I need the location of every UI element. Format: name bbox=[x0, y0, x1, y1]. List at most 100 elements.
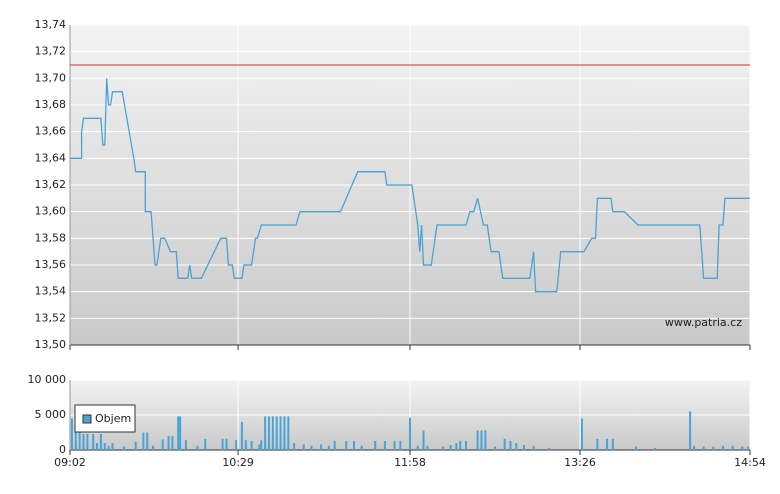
volume-bar bbox=[689, 411, 692, 450]
y-tick-label: 13,58 bbox=[35, 231, 67, 244]
y-tick-label: 13,50 bbox=[35, 338, 67, 351]
volume-bar bbox=[171, 436, 174, 450]
volume-bar bbox=[465, 440, 468, 450]
y-tick-label: 10 000 bbox=[28, 373, 67, 386]
watermark: www.patria.cz bbox=[665, 316, 742, 329]
volume-bar bbox=[177, 416, 180, 450]
x-tick-label: 11:58 bbox=[394, 456, 426, 469]
volume-bar bbox=[476, 430, 479, 450]
volume-bar bbox=[70, 418, 73, 450]
legend-box bbox=[74, 404, 136, 433]
volume-bar bbox=[494, 446, 496, 450]
y-tick-label: 13,66 bbox=[35, 125, 67, 138]
volume-bar bbox=[426, 445, 429, 450]
volume-bar bbox=[271, 416, 274, 450]
volume-bar bbox=[103, 443, 106, 450]
y-tick-label: 13,72 bbox=[35, 45, 67, 58]
y-tick-label: 13,60 bbox=[35, 205, 67, 218]
volume-bar bbox=[611, 438, 614, 450]
volume-bar bbox=[532, 445, 535, 450]
y-tick-label: 13,70 bbox=[35, 71, 67, 84]
volume-bar bbox=[721, 445, 724, 450]
volume-bar bbox=[74, 432, 77, 450]
volume-bar bbox=[548, 447, 551, 450]
volume-bar bbox=[692, 445, 695, 450]
volume-bar bbox=[146, 432, 149, 450]
volume-bar bbox=[515, 443, 518, 450]
volume-bar bbox=[258, 444, 261, 450]
volume-bar bbox=[606, 438, 609, 450]
price-line bbox=[70, 78, 750, 293]
volume-bar bbox=[712, 446, 715, 450]
volume-bar bbox=[455, 443, 458, 450]
volume-bar bbox=[449, 445, 452, 450]
volume-bar bbox=[244, 440, 247, 450]
x-tick-label: 09:02 bbox=[54, 456, 86, 469]
volume-bar bbox=[459, 440, 462, 450]
volume-bar bbox=[480, 430, 483, 450]
volume-bar bbox=[152, 445, 155, 450]
volume-bar bbox=[279, 416, 282, 450]
volume-bar bbox=[161, 439, 164, 450]
y-tick-label: 13,68 bbox=[35, 98, 67, 111]
legend-label: Objem bbox=[95, 412, 131, 425]
volume-bar bbox=[134, 441, 137, 450]
y-tick-label: 0 bbox=[59, 443, 66, 456]
volume-bar bbox=[374, 440, 377, 450]
volume-bar bbox=[310, 445, 313, 450]
volume-bar bbox=[142, 432, 145, 450]
volume-bar bbox=[107, 445, 110, 450]
volume-bar bbox=[235, 440, 238, 450]
volume-bar bbox=[287, 416, 290, 450]
volume-bar bbox=[484, 430, 487, 450]
volume-bar bbox=[441, 446, 444, 450]
volume-bar bbox=[416, 445, 419, 450]
volume-bar bbox=[509, 440, 512, 450]
y-tick-label: 13,56 bbox=[35, 258, 67, 271]
volume-bar bbox=[250, 440, 253, 450]
y-tick-label: 13,62 bbox=[35, 178, 67, 191]
volume-bar bbox=[221, 438, 224, 450]
volume-bar bbox=[422, 430, 425, 450]
volume-bar bbox=[283, 416, 286, 450]
volume-bar bbox=[320, 444, 323, 450]
volume-bar bbox=[167, 436, 170, 450]
volume-bar bbox=[82, 433, 85, 450]
volume-bar bbox=[86, 433, 89, 450]
volume-bar bbox=[240, 422, 243, 450]
volume-bar bbox=[264, 416, 267, 450]
y-tick-label: 13,74 bbox=[35, 18, 67, 31]
volume-bar bbox=[260, 440, 263, 450]
volume-bar bbox=[360, 445, 363, 450]
legend-swatch bbox=[82, 414, 92, 424]
y-tick-label: 13,54 bbox=[35, 285, 67, 298]
volume-bar bbox=[196, 445, 199, 450]
volume-bar bbox=[204, 438, 207, 450]
volume-bar bbox=[503, 438, 506, 450]
volume-bar bbox=[522, 445, 525, 450]
volume-bar bbox=[399, 440, 402, 450]
y-tick-label: 5 000 bbox=[35, 408, 67, 421]
x-tick-label: 13:26 bbox=[564, 456, 596, 469]
volume-bar bbox=[383, 440, 386, 450]
volume-bar bbox=[123, 446, 126, 450]
volume-bar bbox=[580, 418, 583, 450]
volume-bar bbox=[747, 446, 750, 450]
volume-bar bbox=[333, 440, 336, 450]
volume-bar bbox=[741, 446, 744, 450]
volume-bar bbox=[267, 416, 270, 450]
volume-bar bbox=[596, 438, 599, 450]
volume-bar bbox=[99, 433, 102, 450]
volume-bar bbox=[78, 418, 81, 450]
y-tick-label: 13,64 bbox=[35, 151, 67, 164]
volume-bar bbox=[225, 438, 228, 450]
volume-bar bbox=[179, 416, 182, 450]
volume-bar bbox=[96, 443, 99, 450]
volume-bar bbox=[184, 440, 187, 450]
volume-bar bbox=[345, 440, 348, 450]
volume-bar bbox=[731, 445, 734, 450]
volume-bar bbox=[409, 417, 411, 450]
volume-bar bbox=[327, 445, 330, 450]
volume-bar bbox=[393, 440, 396, 450]
